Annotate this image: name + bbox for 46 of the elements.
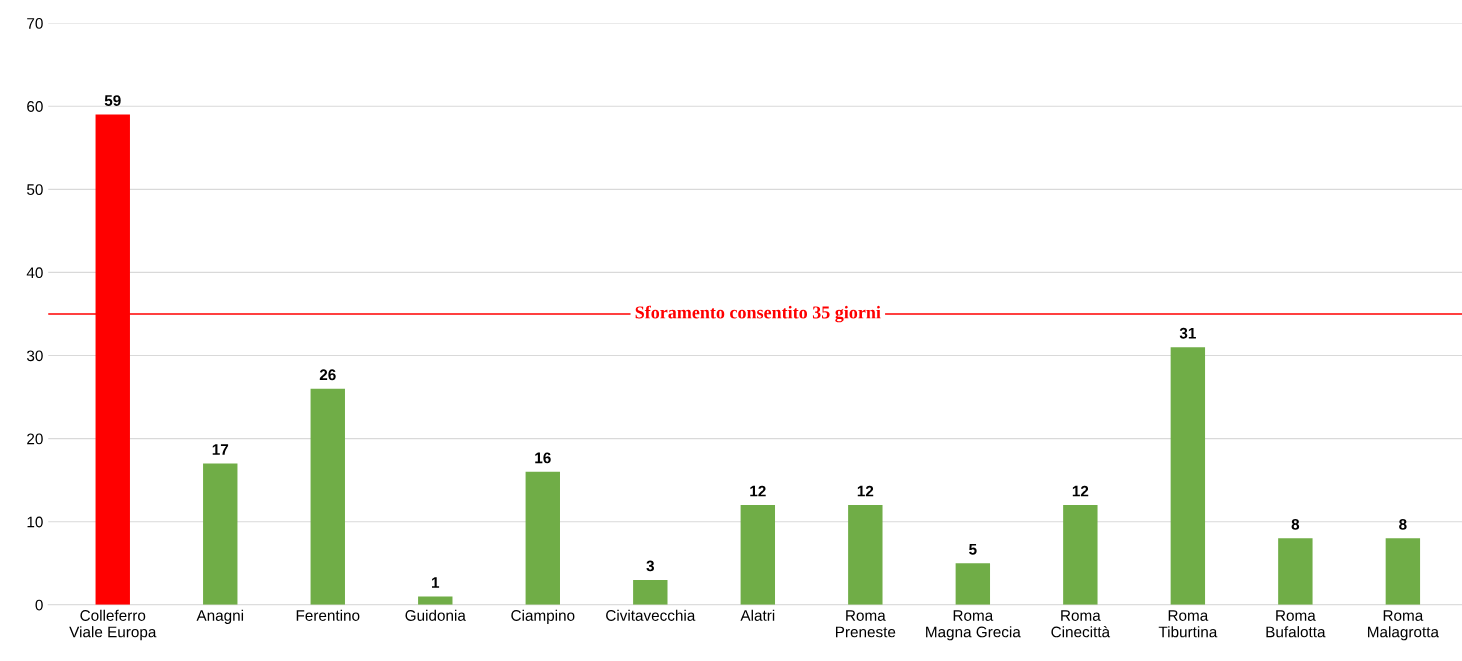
bar [955,563,991,605]
y-tick-label: 30 [26,350,43,362]
x-tick-label: Civitavecchia [606,609,696,621]
data-label: 12 [857,485,874,497]
x-tick-label: Guidonia [405,609,466,621]
y-tick-label: 0 [35,599,43,611]
x-tick-label: Roma Preneste [836,610,896,638]
data-label: 16 [535,452,551,464]
data-label: 8 [1399,518,1407,530]
y-tick-label: 50 [27,184,43,196]
x-tick-label: Roma Malagrotta [1368,610,1439,641]
data-label: 12 [1072,485,1089,497]
data-label: 12 [750,485,766,497]
data-label: 1 [432,577,440,588]
ref-line-label: Sforamento consentito 35 giorni [635,305,881,323]
bar [1170,347,1206,605]
data-label: 3 [646,560,654,572]
x-tick-label: Ciampino [511,609,575,624]
data-label: 26 [319,369,336,381]
bar [848,505,883,605]
bar [1063,505,1098,605]
x-tick-label: Roma Magna Grecia [926,610,1021,641]
x-tick-label: Roma Tiburtina [1158,610,1218,638]
bar [310,388,345,605]
y-tick-label: 60 [27,101,43,112]
data-label: 59 [104,95,121,106]
data-label: 31 [1179,327,1196,339]
bar [633,579,668,605]
bar [740,505,776,605]
x-tick-label: Roma Bufalotta [1266,610,1326,638]
y-tick-label: 20 [27,433,43,445]
data-label: 8 [1291,518,1300,530]
x-tick-label: Colleferro Viale Europa [69,609,157,641]
bar [1278,538,1313,605]
bar [525,471,560,605]
y-tick-label: 70 [27,18,43,29]
x-tick-label: Alatri [740,609,775,621]
bar [1385,538,1421,605]
y-tick-label: 10 [27,516,43,528]
data-label: 17 [212,444,229,455]
y-tick-label: 40 [26,267,43,279]
x-tick-label: Roma Cinecittà [1051,610,1111,638]
data-label: 5 [969,544,977,555]
x-tick-label: Anagni [196,609,244,624]
x-tick-label: Ferentino [296,609,360,621]
bar [203,463,238,605]
